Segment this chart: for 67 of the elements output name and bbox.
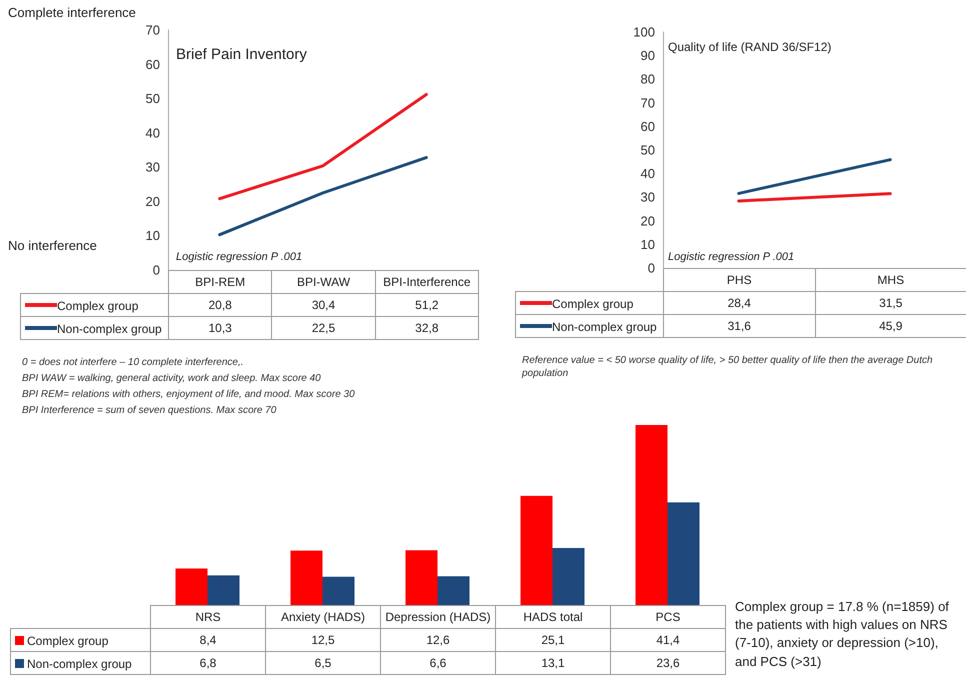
x-tick-label: BPI-WAW <box>272 270 376 294</box>
x-tick-label: HADS total <box>496 606 610 628</box>
data-label: 6,8 <box>150 652 266 674</box>
x-tick-label: BPI-REM <box>168 270 272 294</box>
data-label: 41,4 <box>610 628 726 652</box>
legend-label: Non-complex group <box>27 656 132 670</box>
text: Complete interference <box>8 4 137 22</box>
x-tick-label: NRS <box>150 606 266 628</box>
y-tick-label: 80 <box>640 72 655 87</box>
y-tick-label: 20 <box>640 213 655 228</box>
data-label: 6,6 <box>380 652 496 674</box>
y-tick-label: 10 <box>146 228 160 244</box>
y-tick-label: 10 <box>640 236 655 252</box>
y-tick-label: 70 <box>640 95 655 110</box>
data-label: 51,2 <box>375 294 478 316</box>
data-label: 45,9 <box>815 314 966 338</box>
text: Brief Pain Inventory <box>176 46 307 63</box>
annotation: Logistic regression P .001 <box>176 250 304 264</box>
legend-label: Non-complex group <box>552 319 657 334</box>
y-tick-label: 50 <box>640 142 655 158</box>
x-tick-label: Depression (HADS) <box>380 606 496 628</box>
data-label: 32,8 <box>375 316 478 340</box>
text: Quality of life (RAND 36/SF12) <box>668 40 832 54</box>
text: BPI REM= relations with others, enjoyment of life, and mood. Max score 30 <box>22 388 356 401</box>
data-label: 25,1 <box>496 628 610 652</box>
x-tick-label: BPI-Interference <box>375 270 478 294</box>
y-tick-label: 70 <box>146 22 160 38</box>
y-tick-label: 60 <box>146 56 160 72</box>
legend-label: Non-complex group <box>57 321 162 336</box>
x-tick-label: PCS <box>610 606 726 628</box>
text: BPI Interference = sum of seven questions. Max score 70 <box>22 404 278 417</box>
data-label: 10,3 <box>168 316 272 340</box>
data-label: 30,4 <box>272 294 376 316</box>
data-label: 23,6 <box>610 652 726 674</box>
y-tick-label: 30 <box>146 160 160 175</box>
data-label: 31,5 <box>815 292 966 314</box>
y-tick-label: 40 <box>640 166 655 182</box>
data-label: 20,8 <box>168 294 272 316</box>
text: BPI WAW = walking, general activity, work and sleep. Max score 40 <box>22 372 322 385</box>
data-label: 13,1 <box>496 652 610 674</box>
x-tick-label: PHS <box>664 268 815 292</box>
text: No interference <box>8 238 97 253</box>
y-tick-label: 100 <box>633 24 655 40</box>
y-tick-label: 0 <box>152 262 160 278</box>
data-label: 12,6 <box>380 628 496 652</box>
x-tick-label: MHS <box>815 268 966 292</box>
text: Complex group = 17.8 % (n=1859) of the patients with high values on NRS (7-10), anxiety or depression (>10), and PCS (>31) <box>735 598 950 671</box>
y-tick-label: 40 <box>146 125 160 140</box>
y-tick-label: 50 <box>146 91 160 106</box>
text: 0 = does not interfere – 10 complete interference,. <box>22 356 245 369</box>
y-tick-label: 60 <box>640 118 655 134</box>
data-label: 12,5 <box>266 628 380 652</box>
y-tick-label: 90 <box>640 48 655 64</box>
annotation: Logistic regression P .001 <box>668 250 796 264</box>
data-label: 8,4 <box>150 628 266 652</box>
legend-label: Complex group <box>552 296 634 310</box>
legend-label: Complex group <box>57 298 138 312</box>
data-label: 22,5 <box>272 316 376 340</box>
text: Reference value = < 50 worse quality of life, > 50 better quality of life then the average Dutch population <box>522 354 934 380</box>
legend-label: Complex group <box>27 633 108 648</box>
y-tick-label: 0 <box>648 260 655 276</box>
y-tick-label: 20 <box>146 194 160 209</box>
data-label: 28,4 <box>664 292 815 314</box>
x-tick-label: Anxiety (HADS) <box>266 606 380 628</box>
y-tick-label: 30 <box>640 190 655 205</box>
data-label: 31,6 <box>664 314 815 338</box>
data-label: 6,5 <box>266 652 380 674</box>
